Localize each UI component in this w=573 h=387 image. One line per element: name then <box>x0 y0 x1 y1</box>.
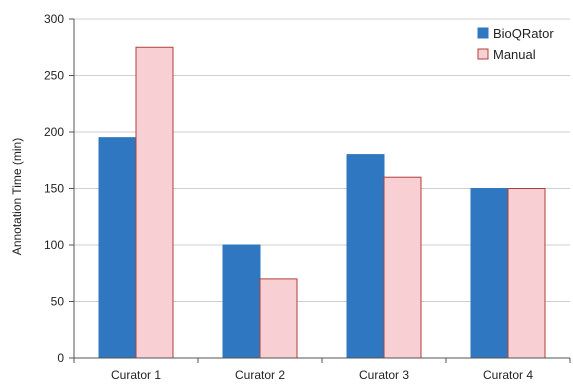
x-tick-label: Curator 2 <box>235 368 285 382</box>
bar-bioqrator-curator-3 <box>346 154 385 359</box>
y-tick-label: 200 <box>44 125 64 139</box>
bar-bioqrator-curator-2 <box>222 244 261 359</box>
legend: BioQRator Manual <box>477 26 554 62</box>
y-tick-label: 0 <box>57 351 64 365</box>
bar-manual-curator-3 <box>383 176 422 359</box>
legend-swatch-bioqrator <box>477 27 489 39</box>
axes <box>69 18 571 363</box>
x-tick-label: Curator 1 <box>111 368 161 382</box>
y-tick-label: 150 <box>44 182 64 196</box>
legend-label-manual: Manual <box>493 47 536 62</box>
y-tick-label: 50 <box>51 295 65 309</box>
y-axis-title: Annotation Time (min) <box>10 138 24 255</box>
x-tick-label: Curator 3 <box>359 368 409 382</box>
x-tick-labels: Curator 1 Curator 2 Curator 3 Curator 4 <box>111 368 533 382</box>
y-tick-labels: 0 50 100 150 200 250 300 <box>44 12 64 365</box>
bar-manual-curator-1 <box>135 46 174 359</box>
bar-bioqrator-curator-4 <box>470 188 509 359</box>
legend-label-bioqrator: BioQRator <box>493 26 554 41</box>
y-tick-label: 300 <box>44 12 64 26</box>
x-tick-label: Curator 4 <box>483 368 533 382</box>
bar-manual-curator-2 <box>259 278 298 359</box>
y-tick-label: 100 <box>44 238 64 252</box>
bar-manual-curator-4 <box>507 188 546 359</box>
legend-swatch-manual <box>477 48 489 60</box>
bars <box>98 46 546 359</box>
y-tick-label: 250 <box>44 69 64 83</box>
bar-bioqrator-curator-1 <box>98 137 137 359</box>
